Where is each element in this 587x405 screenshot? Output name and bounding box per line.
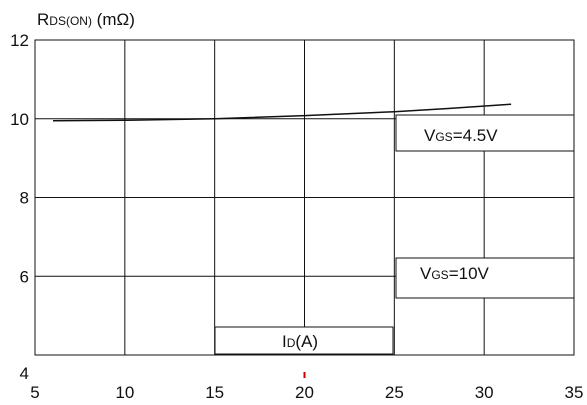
annotation-sub: GS — [435, 130, 452, 144]
annotation-box — [395, 257, 575, 299]
y-tick-labels: 4 6 8 10 12 — [10, 31, 29, 383]
svg-text:ID(A): ID(A) — [282, 332, 318, 351]
x-tick-label: 20 — [295, 383, 314, 402]
grid — [34, 39, 575, 356]
x-tick-label: 35 — [565, 383, 584, 402]
series-line — [52, 103, 512, 122]
x-axis-title-box — [214, 326, 394, 355]
x-axis-title-sub: D — [287, 336, 296, 350]
y-axis-title: RDS(ON) (mΩ) — [37, 10, 135, 29]
svg-text:VGS=4.5V: VGS=4.5V — [424, 126, 498, 145]
y-tick-label: 10 — [10, 110, 29, 129]
y-axis-title-sub: DS(ON) — [49, 14, 92, 28]
x-axis-title: ID(A) — [214, 326, 394, 355]
y-axis-title-main: R — [37, 10, 49, 29]
y-tick-label: 6 — [20, 267, 29, 286]
annotation-box — [395, 114, 575, 152]
annotation-sub: GS — [431, 268, 448, 282]
x-tick-label: 10 — [115, 383, 134, 402]
y-axis-title-unit: (mΩ) — [92, 10, 135, 29]
y-tick-label: 4 — [20, 364, 29, 383]
annotation-vgs-4-5v: VGS=4.5V — [395, 114, 575, 152]
annotation-vgs-10v: VGS=10V — [395, 257, 575, 299]
x-axis-title-main: I — [282, 332, 287, 351]
x-tick-labels: 5 10 15 20 25 30 35 — [30, 372, 583, 402]
x-tick-label: 15 — [205, 383, 224, 402]
x-axis-title-unit: (A) — [295, 332, 318, 351]
annotation-main: V — [424, 126, 436, 145]
series-layer — [52, 103, 512, 122]
x-tick-label: 5 — [30, 383, 39, 402]
y-tick-label: 8 — [20, 189, 29, 208]
y-tick-label: 12 — [10, 31, 29, 50]
x-tick-label: 30 — [475, 383, 494, 402]
annotation-rest: =10V — [449, 264, 490, 283]
annotation-rest: =4.5V — [453, 126, 499, 145]
annotation-main: V — [420, 264, 432, 283]
svg-text:VGS=10V: VGS=10V — [420, 264, 490, 283]
svg-text:RDS(ON) (mΩ): RDS(ON) (mΩ) — [37, 10, 135, 29]
x-tick-label: 25 — [385, 383, 404, 402]
